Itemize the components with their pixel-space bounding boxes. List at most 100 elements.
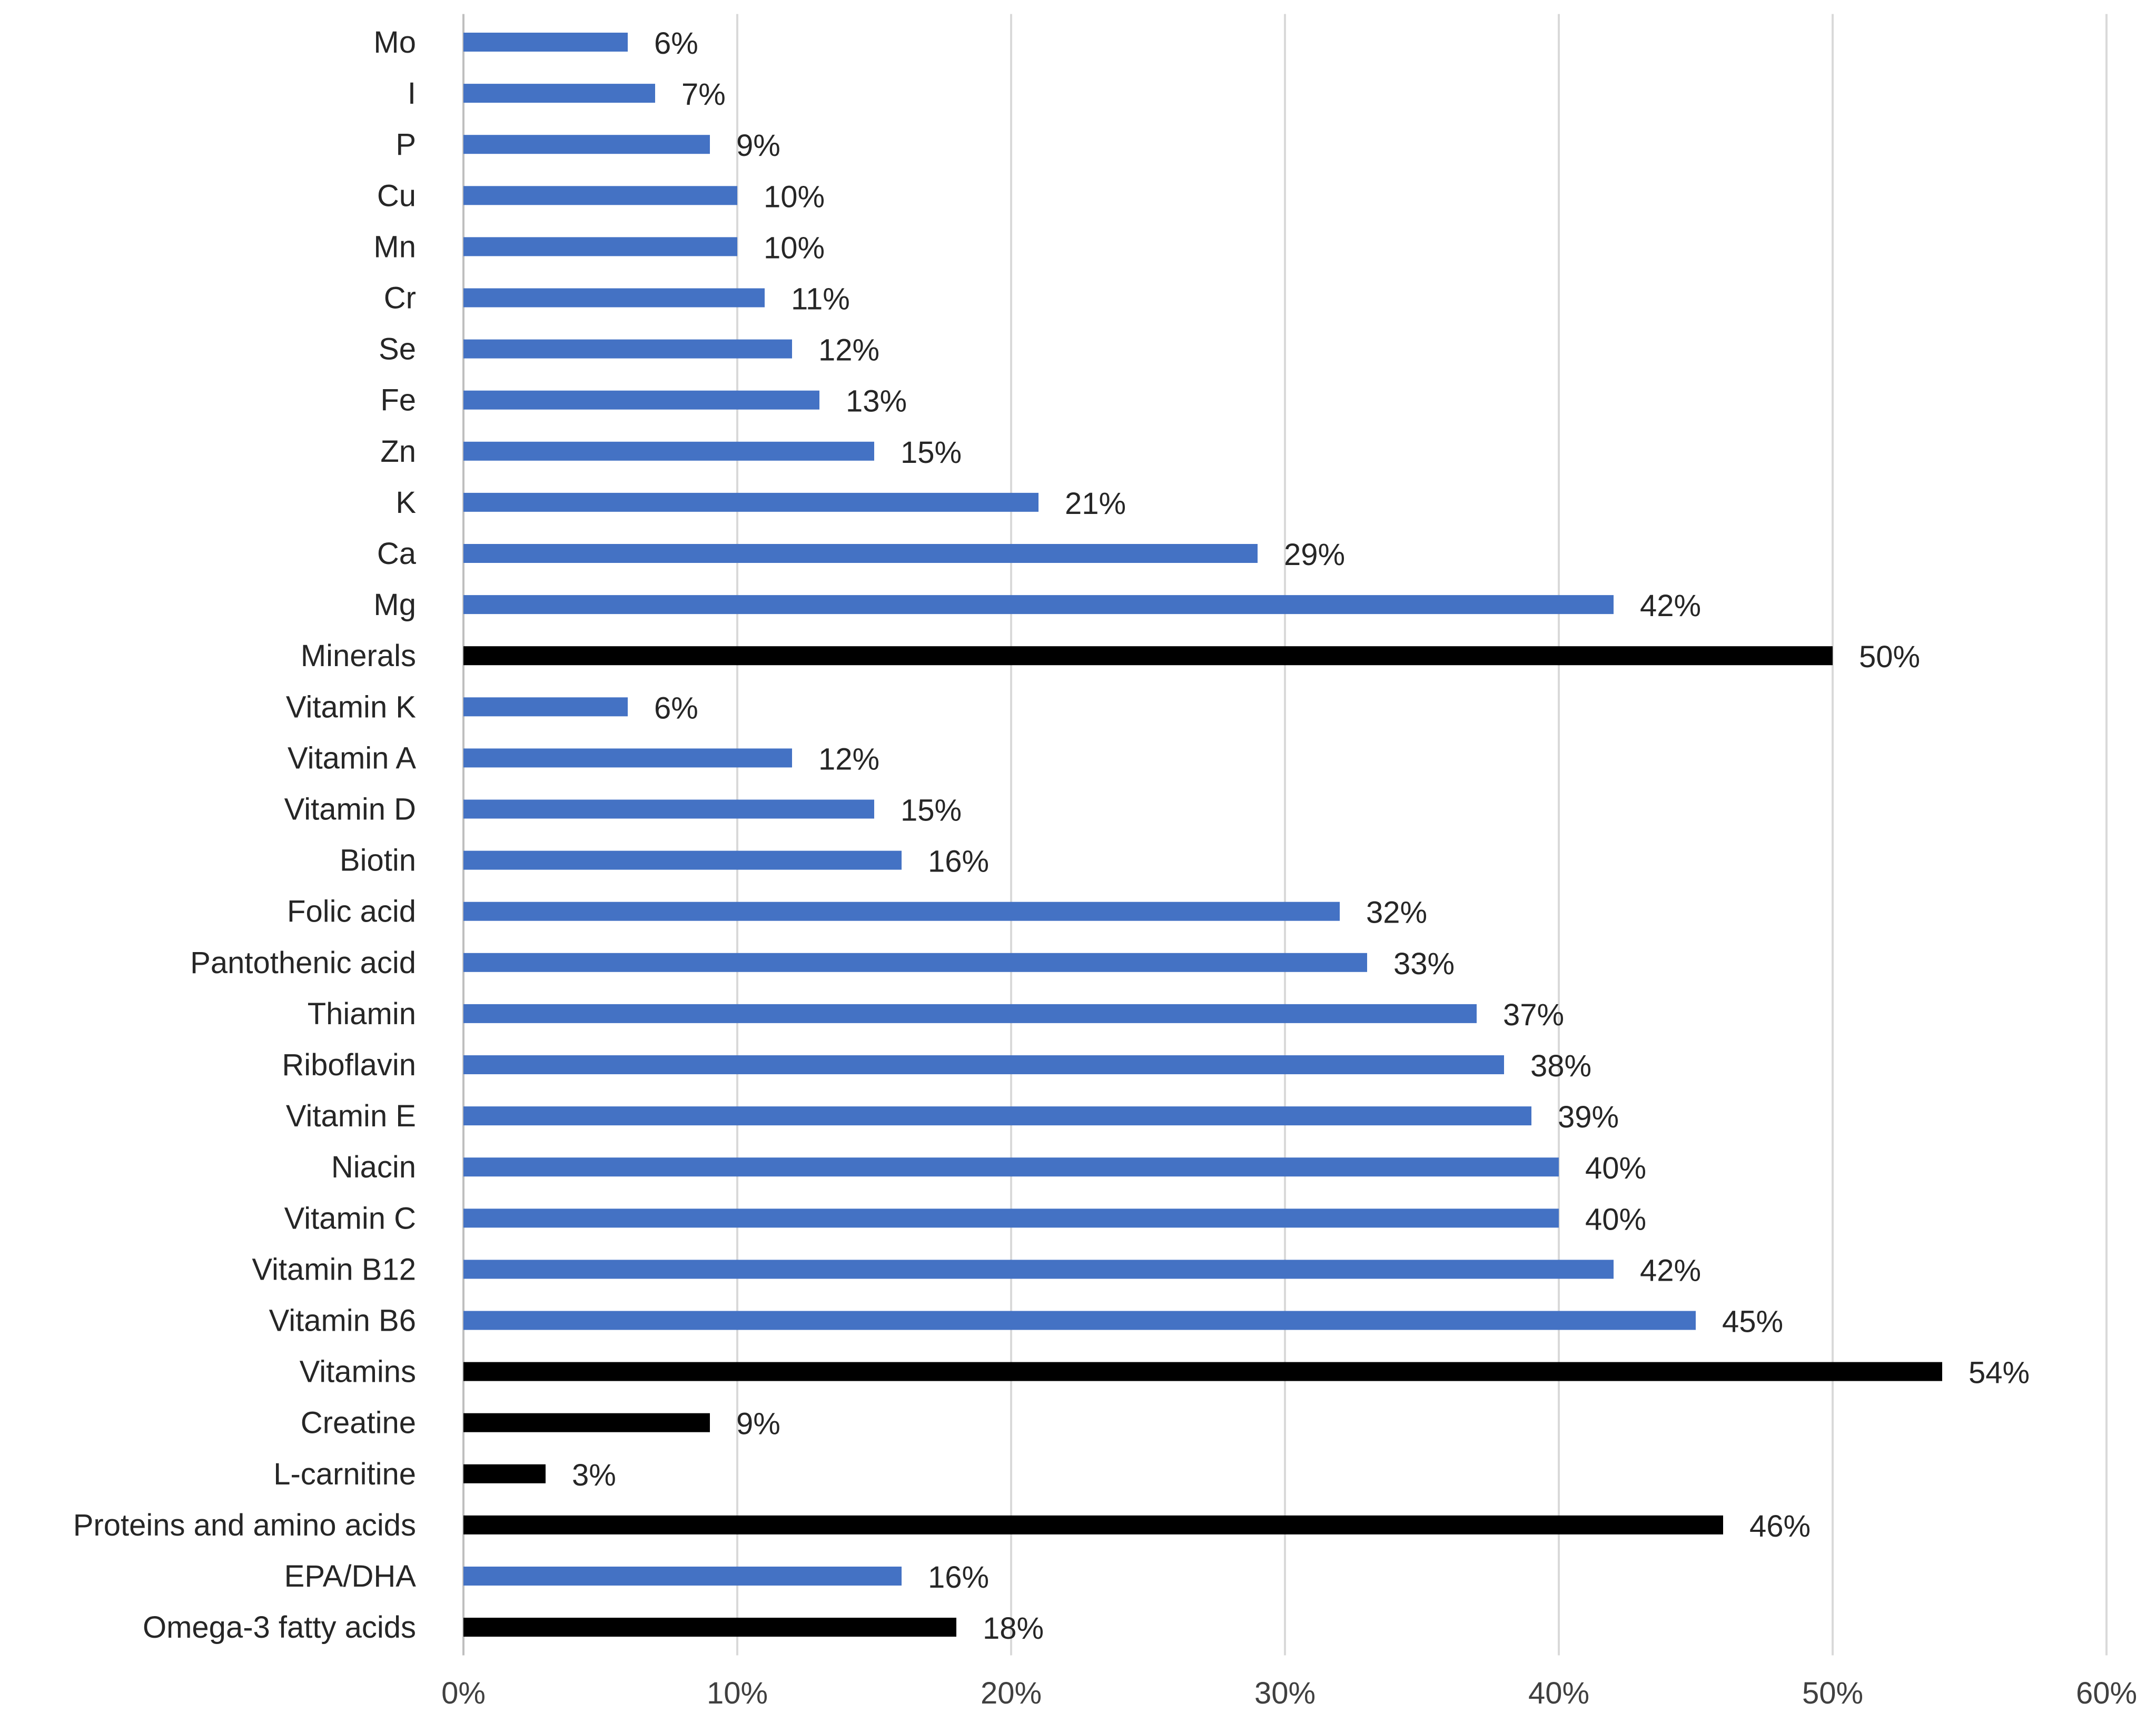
category-label: I [408, 76, 416, 111]
x-tick-label: 30% [1254, 1676, 1316, 1710]
data-label: 37% [1503, 998, 1564, 1032]
bar [463, 799, 874, 819]
bar [463, 1055, 1504, 1074]
bar [463, 902, 1340, 921]
category-label: Riboflavin [282, 1048, 416, 1082]
data-label: 29% [1284, 538, 1345, 572]
bar [463, 850, 902, 870]
bar [463, 595, 1614, 615]
data-label: 18% [983, 1611, 1044, 1646]
bar [463, 544, 1258, 563]
category-label: Proteins and amino acids [73, 1508, 416, 1542]
bar [463, 1157, 1559, 1177]
data-label: 54% [1969, 1356, 2030, 1390]
bar [463, 1106, 1531, 1126]
data-label: 38% [1530, 1049, 1591, 1083]
category-label: Thiamin [308, 997, 416, 1031]
bar [463, 697, 628, 717]
bar [463, 441, 874, 461]
bar [463, 1362, 1942, 1381]
data-label: 40% [1585, 1151, 1646, 1185]
category-label: L-carnitine [273, 1457, 416, 1491]
bar [463, 1260, 1614, 1279]
data-label: 10% [764, 180, 825, 214]
data-label: 7% [681, 77, 726, 112]
category-label: Se [379, 332, 416, 367]
bar [463, 237, 737, 256]
bar [463, 1004, 1477, 1023]
bar [463, 390, 819, 410]
bar [463, 1515, 1723, 1534]
data-label: 46% [1749, 1509, 1811, 1543]
category-label: Mn [373, 230, 416, 264]
data-label: 45% [1722, 1305, 1783, 1339]
data-label: 12% [818, 742, 879, 776]
category-label: Cr [384, 281, 416, 315]
bar [463, 492, 1039, 512]
category-label: Mg [373, 588, 416, 622]
bar [463, 186, 737, 205]
data-label: 50% [1859, 640, 1920, 674]
bar [463, 953, 1367, 972]
bar [463, 288, 765, 308]
bar [463, 1413, 710, 1432]
bar [463, 339, 792, 359]
category-label: Vitamin K [286, 690, 416, 724]
data-label: 9% [736, 128, 780, 163]
data-label: 32% [1366, 896, 1427, 930]
bar [463, 1567, 902, 1586]
data-label: 15% [901, 794, 962, 828]
category-label: Mo [373, 25, 416, 60]
category-label: Creatine [301, 1406, 416, 1440]
category-label: Vitamin B6 [269, 1304, 416, 1338]
data-label: 21% [1065, 487, 1126, 521]
bar [463, 748, 792, 768]
data-label: 6% [654, 691, 698, 725]
category-label: Pantothenic acid [190, 946, 416, 980]
data-label: 3% [572, 1458, 616, 1492]
category-label: Ca [377, 537, 417, 571]
data-label: 16% [928, 1560, 989, 1595]
category-label: Folic acid [287, 895, 416, 929]
data-label: 40% [1585, 1202, 1646, 1236]
data-label: 15% [901, 435, 962, 470]
data-label: 6% [654, 26, 698, 61]
x-tick-label: 60% [2076, 1676, 2137, 1710]
bar [463, 84, 655, 103]
data-label: 12% [818, 333, 879, 368]
x-tick-label: 10% [707, 1676, 768, 1710]
category-label: Vitamin E [286, 1099, 416, 1133]
category-label: Vitamin C [284, 1201, 416, 1235]
category-label: EPA/DHA [284, 1559, 417, 1593]
x-tick-label: 0% [441, 1676, 486, 1710]
x-tick-label: 40% [1528, 1676, 1589, 1710]
category-label: P [395, 127, 416, 162]
bar [463, 646, 1833, 666]
data-label: 33% [1393, 947, 1455, 981]
category-label: Zn [380, 434, 416, 469]
bar [463, 1209, 1559, 1228]
data-label: 11% [791, 282, 850, 316]
bar [463, 1618, 956, 1637]
category-label: Minerals [301, 639, 416, 673]
value-labels: 6% 7% 9% 10% 10% 11% 12% 13% 15% 21% 29% 42% 50% 6% 12… [572, 26, 2030, 1646]
bar [463, 1311, 1696, 1330]
category-label: Vitamin D [284, 793, 416, 827]
bar [463, 1464, 546, 1483]
category-label: Fe [380, 383, 416, 418]
data-label: 16% [928, 845, 989, 879]
data-label: 13% [846, 384, 907, 419]
data-label: 10% [764, 231, 825, 265]
category-label: K [395, 486, 416, 520]
x-tick-label: 20% [981, 1676, 1042, 1710]
category-labels: Mo IP Cu Mn Cr Se Fe Zn K Ca Mg Minerals Vitamin K Vi… [73, 25, 417, 1645]
category-label: Cu [377, 179, 416, 213]
data-label: 9% [736, 1407, 780, 1441]
x-tick-label: 50% [1802, 1676, 1863, 1710]
category-label: Vitamin A [288, 741, 416, 775]
bar [463, 33, 628, 52]
bars [463, 33, 1942, 1637]
x-axis-tick-labels: 0% 10% 20% 30% 40% 50% 60% [441, 1676, 2137, 1710]
category-label: Niacin [331, 1150, 416, 1184]
